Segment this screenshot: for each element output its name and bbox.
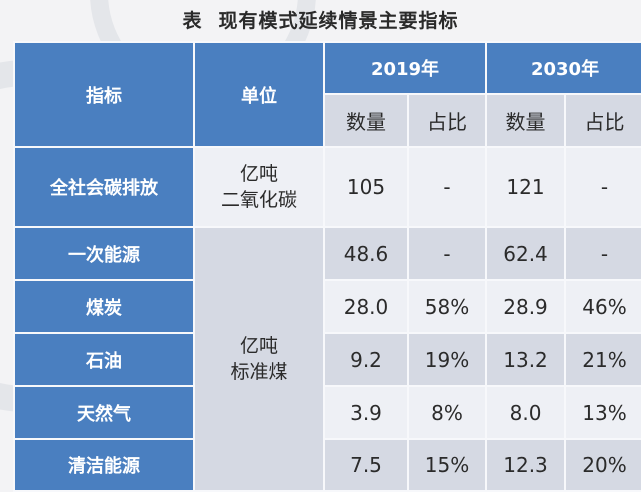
cell-2019-share: 8% (409, 387, 486, 438)
cell-2019-share: - (409, 148, 486, 226)
row-indicator: 天然气 (15, 387, 193, 438)
table-row: 石油 9.2 19% 13.2 21% (15, 334, 641, 385)
row-indicator: 一次能源 (15, 228, 193, 279)
cell-2030-quantity: 121 (487, 148, 565, 226)
subheader-2019-quantity: 数量 (325, 95, 407, 146)
cell-2030-share: 20% (566, 440, 641, 490)
cell-2019-quantity: 3.9 (325, 387, 407, 438)
table-title-prefix: 表 (182, 10, 203, 32)
unit-carbon: 亿吨 二氧化碳 (195, 148, 323, 226)
cell-2019-quantity: 48.6 (325, 228, 407, 279)
table-title-text: 现有模式延续情景主要指标 (218, 10, 459, 32)
table-row: 全社会碳排放 亿吨 二氧化碳 105 - 121 - (15, 148, 641, 226)
cell-2030-share: - (566, 228, 641, 279)
table-row: 煤炭 28.0 58% 28.9 46% (15, 281, 641, 332)
row-indicator: 煤炭 (15, 281, 193, 332)
row-indicator: 石油 (15, 334, 193, 385)
cell-2030-quantity: 62.4 (487, 228, 565, 279)
subheader-2019-share: 占比 (409, 95, 486, 146)
row-indicator: 全社会碳排放 (15, 148, 193, 226)
subheader-2030-share: 占比 (566, 95, 641, 146)
cell-2030-share: 46% (566, 281, 641, 332)
table-row: 天然气 3.9 8% 8.0 13% (15, 387, 641, 438)
cell-2030-quantity: 28.9 (487, 281, 565, 332)
unit-line: 二氧化碳 (220, 189, 297, 211)
cell-2019-quantity: 9.2 (325, 334, 407, 385)
header-unit: 单位 (195, 43, 323, 146)
table-row: 一次能源 亿吨 标准煤 48.6 - 62.4 - (15, 228, 641, 490)
table-title: 表现有模式延续情景主要指标 (0, 6, 641, 33)
cell-2030-quantity: 8.0 (487, 387, 565, 438)
cell-2019-quantity: 105 (325, 148, 407, 226)
cell-2019-share: 15% (409, 440, 486, 490)
cell-2030-quantity: 13.2 (487, 334, 565, 385)
unit-energy: 亿吨 标准煤 (195, 228, 323, 490)
indicators-table: 指标 单位 2019年 2030年 数量 占比 数量 占比 全社会碳排放 亿吨 … (13, 41, 641, 492)
header-row-years: 指标 单位 2019年 2030年 (15, 43, 641, 146)
header-row-subcolumns: 数量 占比 数量 占比 (15, 95, 641, 146)
cell-2019-share: - (409, 228, 486, 279)
cell-2030-share: - (566, 148, 641, 226)
cell-2019-quantity: 28.0 (325, 281, 407, 332)
cell-2019-share: 58% (409, 281, 486, 332)
unit-line: 亿吨 (239, 163, 278, 185)
unit-line: 亿吨 (239, 335, 278, 357)
cell-2030-share: 13% (566, 387, 641, 438)
cell-2030-share: 21% (566, 334, 641, 385)
header-indicator: 指标 (15, 43, 193, 146)
cell-2030-quantity: 12.3 (487, 440, 565, 490)
header-year-2030: 2030年 (487, 43, 641, 93)
header-year-2019: 2019年 (325, 43, 486, 93)
unit-line: 标准煤 (230, 361, 288, 383)
table-row: 清洁能源 7.5 15% 12.3 20% (15, 440, 641, 490)
row-indicator: 清洁能源 (15, 440, 193, 490)
subheader-2030-quantity: 数量 (487, 95, 565, 146)
cell-2019-share: 19% (409, 334, 486, 385)
cell-2019-quantity: 7.5 (325, 440, 407, 490)
